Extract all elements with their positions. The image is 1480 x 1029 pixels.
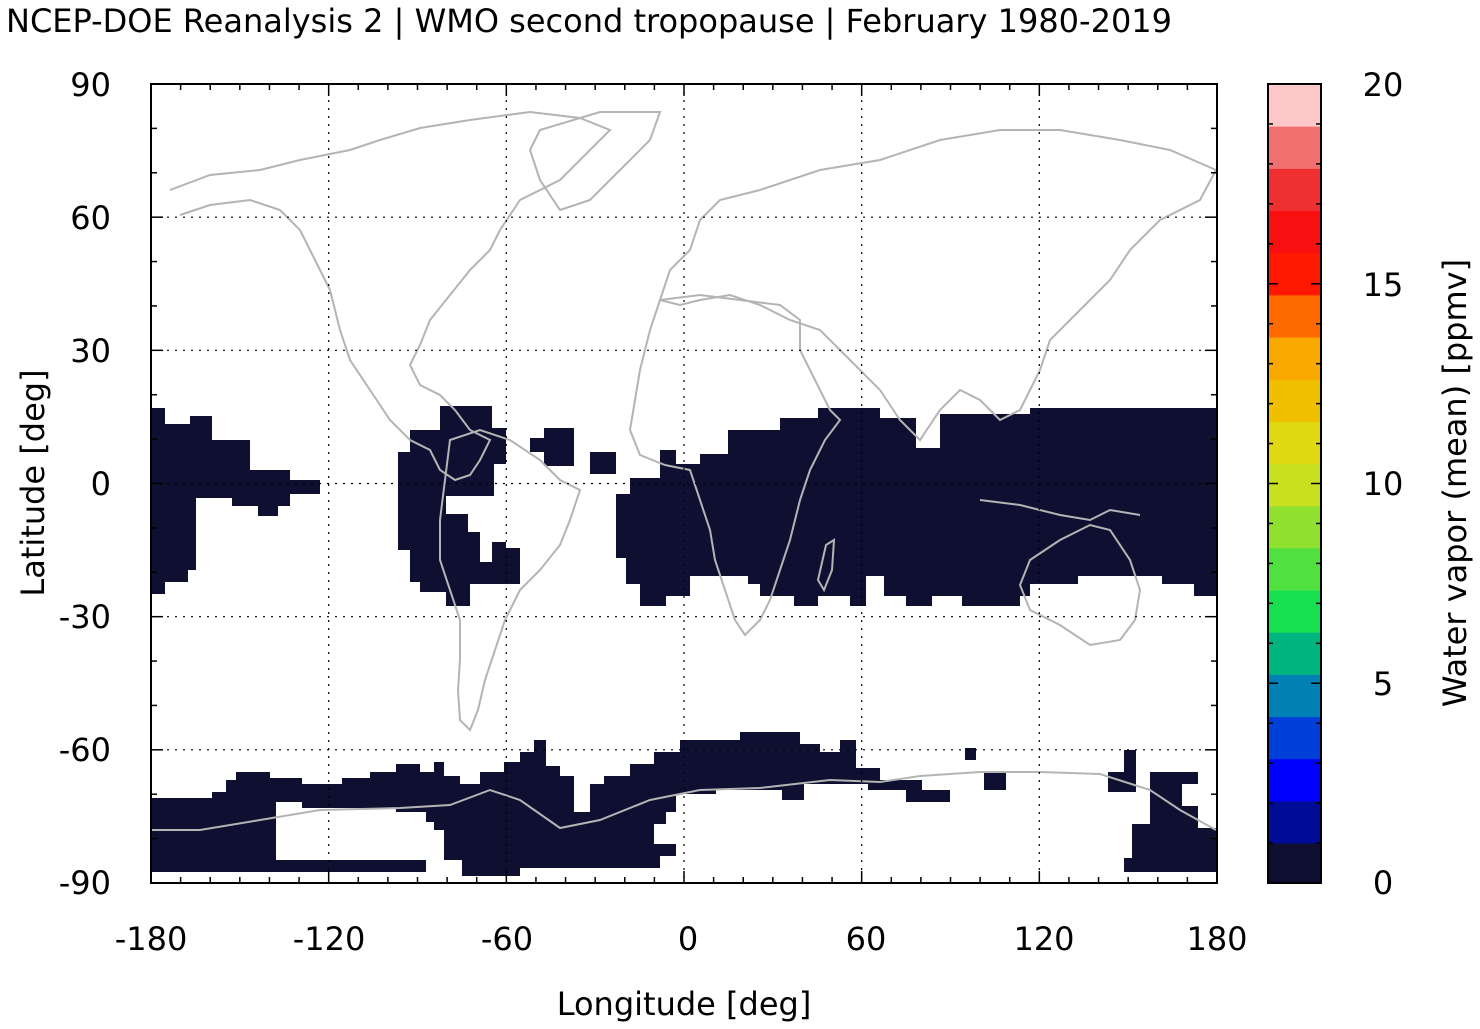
data-region-africa-indian-ocean — [616, 408, 1216, 606]
colorbar-segment — [1268, 421, 1321, 465]
x-tick-label: 0 — [678, 920, 698, 958]
y-tick-label: 60 — [70, 199, 111, 237]
coastline-europe-asia — [658, 129, 1218, 442]
colorbar-segment — [1268, 168, 1321, 212]
figure-title: NCEP-DOE Reanalysis 2 | WMO second tropo… — [6, 2, 1172, 40]
colorbar-segment — [1268, 843, 1321, 884]
colorbar-segment — [1268, 758, 1321, 802]
y-tick-label: 90 — [70, 66, 111, 104]
data-region-antarctic-east-4 — [1124, 772, 1216, 872]
colorbar-segment — [1268, 84, 1321, 127]
colorbar-segment — [1268, 379, 1321, 422]
x-tick-label: -60 — [481, 920, 533, 958]
data-region-antarctic-east-3 — [1108, 750, 1136, 792]
colorbar — [1268, 84, 1321, 884]
y-tick-label: 30 — [70, 332, 111, 370]
coastline-australia — [1018, 523, 1142, 647]
x-tick-label: 180 — [1186, 920, 1247, 958]
grid-lines — [151, 84, 1217, 883]
coastline-greenland — [528, 111, 662, 212]
data-region-atlantic-patch-1 — [530, 428, 574, 466]
y-tick-label: -30 — [59, 598, 111, 636]
coastline-maritime-continent — [979, 499, 1141, 522]
colorbar-segment — [1268, 800, 1321, 844]
y-tick-label: -90 — [59, 864, 111, 902]
axis-ticks — [150, 83, 1218, 884]
x-tick-labels: -180 -120 -60 0 60 120 180 — [115, 920, 1248, 958]
data-region-tropical-east-pacific — [151, 408, 320, 594]
colorbar-segment — [1268, 716, 1321, 760]
x-tick-label: 60 — [846, 920, 887, 958]
colorbar-tick-labels: 20 15 10 5 0 — [1363, 66, 1404, 902]
coastlines — [151, 110, 1218, 831]
colorbar-tick-label: 15 — [1363, 266, 1404, 304]
colorbar-segment — [1268, 547, 1321, 591]
data-region-southern-ocean — [151, 732, 950, 876]
x-tick-label: -120 — [293, 920, 366, 958]
data-region-south-america — [398, 406, 520, 606]
colorbar-segment — [1268, 210, 1321, 254]
colorbar-segment — [1268, 632, 1321, 675]
data-region-antarctic-east-2 — [984, 772, 1006, 790]
y-axis-title: Latitude [deg] — [14, 369, 52, 596]
colorbar-segment — [1268, 294, 1321, 338]
coastline-north-america — [169, 110, 612, 482]
colorbar-segment — [1268, 337, 1321, 380]
coastline-south-america — [439, 428, 582, 732]
coastline-madagascar — [816, 538, 836, 593]
colorbar-segment — [1268, 590, 1321, 633]
water-vapor-field — [151, 406, 1216, 876]
y-tick-label: -60 — [59, 731, 111, 769]
colorbar-segment — [1268, 463, 1321, 507]
colorbar-segment — [1268, 126, 1321, 169]
colorbar-title: Water vapor (mean) [ppmv] — [1436, 259, 1474, 707]
coastline-antarctica — [151, 771, 1217, 831]
colorbar-tick-label: 10 — [1363, 465, 1404, 503]
colorbar-segment — [1268, 674, 1321, 718]
data-region-atlantic-patch-2 — [590, 452, 616, 474]
y-tick-labels: 90 60 30 0 -30 -60 -90 — [59, 66, 111, 902]
colorbar-segment — [1268, 252, 1321, 296]
coastline-africa — [628, 293, 842, 637]
x-axis-title: Longitude [deg] — [557, 985, 812, 1023]
colorbar-segment — [1268, 505, 1321, 549]
x-tick-label: 120 — [1013, 920, 1074, 958]
data-region-antarctic-east-1 — [965, 748, 976, 760]
x-tick-label: -180 — [115, 920, 188, 958]
colorbar-tick-label: 20 — [1363, 66, 1404, 104]
colorbar-tick-label: 0 — [1373, 864, 1393, 902]
colorbar-tick-label: 5 — [1373, 665, 1393, 703]
colorbar-ticks — [1268, 83, 1321, 884]
y-tick-label: 0 — [91, 465, 111, 503]
